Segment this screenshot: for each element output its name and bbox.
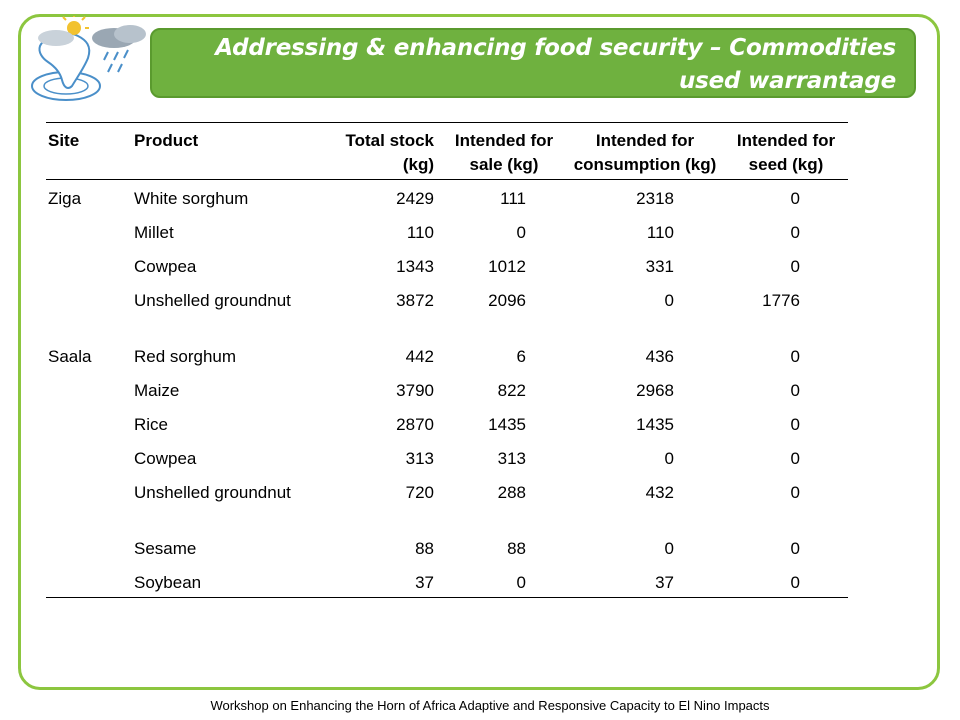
cell-for-sale: 111 <box>500 189 526 208</box>
cell-total-stock: 2870 <box>396 414 434 434</box>
cell-for-seed: 0 <box>790 256 800 276</box>
cell-site: Ziga <box>48 189 82 208</box>
cell-site <box>46 474 132 530</box>
cell-for-consumption: 432 <box>645 482 674 502</box>
cell-product: Unshelled groundnut <box>134 482 291 502</box>
cell-total-stock: 3872 <box>396 290 434 310</box>
table-row: Sesame 88 88 0 0 <box>46 530 848 564</box>
cell-total-stock: 110 <box>406 222 434 242</box>
header-for-seed: Intended for seed (kg) <box>736 131 836 174</box>
table-row: Soybean 37 0 37 0 <box>46 564 848 598</box>
commodities-table: Site Product Total stock (kg) Intended f… <box>46 122 848 598</box>
title-banner: Addressing & enhancing food security – C… <box>150 28 916 98</box>
cell-for-consumption: 0 <box>664 290 674 310</box>
cell-total-stock: 720 <box>405 482 434 502</box>
cell-site <box>46 406 132 440</box>
table-header-row: Site Product Total stock (kg) Intended f… <box>46 122 848 180</box>
table-row: Cowpea 1343 1012 331 0 <box>46 248 848 282</box>
table-row: Millet 110 0 110 0 <box>46 214 848 248</box>
cell-for-seed: 0 <box>790 572 800 592</box>
cell-product: Cowpea <box>134 256 197 276</box>
weather-africa-logo-icon <box>26 13 166 108</box>
cell-site <box>46 282 132 338</box>
cell-for-sale: 822 <box>497 380 526 400</box>
cell-total-stock: 3790 <box>396 380 434 400</box>
cell-total-stock: 37 <box>415 572 434 592</box>
cell-site <box>46 440 132 474</box>
cell-total-stock: 2429 <box>396 189 434 208</box>
table-row: Rice 2870 1435 1435 0 <box>46 406 848 440</box>
cell-for-seed: 0 <box>790 482 800 502</box>
table-row: Unshelled groundnut 3872 2096 0 1776 <box>46 282 848 338</box>
slide-title: Addressing & enhancing food security – C… <box>215 35 896 94</box>
cell-for-seed: 0 <box>790 380 800 400</box>
cell-total-stock: 1343 <box>396 256 434 276</box>
cell-for-sale: 6 <box>516 346 526 366</box>
cell-for-consumption: 2968 <box>636 380 674 400</box>
header-total-stock: Total stock (kg) <box>345 131 434 174</box>
header-for-consumption: Intended for consumption (kg) <box>573 131 717 174</box>
cell-for-consumption: 331 <box>645 256 674 276</box>
cell-product: Maize <box>134 380 180 400</box>
header-product: Product <box>134 131 199 150</box>
cell-for-sale: 1435 <box>488 414 526 434</box>
cell-for-seed: 0 <box>790 414 800 434</box>
cell-for-sale: 1012 <box>488 256 526 276</box>
cell-site <box>46 214 132 248</box>
cell-for-seed: 0 <box>790 538 800 558</box>
footer-text: Workshop on Enhancing the Horn of Africa… <box>210 698 770 713</box>
slide-frame <box>18 14 940 690</box>
cell-for-consumption: 0 <box>664 538 674 558</box>
cell-for-sale: 288 <box>497 482 526 502</box>
cell-for-seed: 0 <box>790 189 800 208</box>
cell-product: Red sorghum <box>134 346 237 366</box>
cell-for-consumption: 110 <box>646 222 674 242</box>
cell-product: White sorghum <box>134 189 249 208</box>
cell-for-seed: 0 <box>790 448 800 468</box>
cell-product: Millet <box>134 222 174 242</box>
table-row: Unshelled groundnut 720 288 432 0 <box>46 474 848 530</box>
table-row: Cowpea 313 313 0 0 <box>46 440 848 474</box>
cell-product: Unshelled groundnut <box>134 290 291 310</box>
cell-for-sale: 313 <box>497 448 526 468</box>
cell-site <box>46 372 132 406</box>
cell-for-seed: 1776 <box>762 290 800 310</box>
cell-for-consumption: 436 <box>645 346 674 366</box>
cell-for-seed: 0 <box>790 346 800 366</box>
header-for-sale: Intended for sale (kg) <box>454 131 554 174</box>
cell-site <box>46 564 132 598</box>
table-row: Saala Red sorghum 442 6 436 0 <box>46 338 848 372</box>
cell-site: Saala <box>48 346 92 366</box>
cell-for-consumption: 2318 <box>636 189 674 208</box>
warrantage-table-container: Site Product Total stock (kg) Intended f… <box>46 122 848 598</box>
cell-site <box>46 248 132 282</box>
cell-for-consumption: 0 <box>664 448 674 468</box>
cell-total-stock: 313 <box>405 448 434 468</box>
cell-product: Sesame <box>134 538 197 558</box>
cell-for-sale: 0 <box>516 222 526 242</box>
cell-product: Cowpea <box>134 448 197 468</box>
cell-for-sale: 0 <box>516 572 526 592</box>
header-site: Site <box>48 131 80 150</box>
cell-product: Soybean <box>134 572 202 592</box>
cell-for-consumption: 1435 <box>636 414 674 434</box>
cell-site <box>46 530 132 564</box>
cell-total-stock: 442 <box>405 346 434 366</box>
cell-total-stock: 88 <box>415 538 434 558</box>
table-row: Ziga White sorghum 2429 111 2318 0 <box>46 180 848 214</box>
table-row: Maize 3790 822 2968 0 <box>46 372 848 406</box>
cell-product: Rice <box>134 414 169 434</box>
cell-for-sale: 88 <box>507 538 526 558</box>
cell-for-consumption: 37 <box>655 572 674 592</box>
cell-for-seed: 0 <box>790 222 800 242</box>
cell-for-sale: 2096 <box>488 290 526 310</box>
